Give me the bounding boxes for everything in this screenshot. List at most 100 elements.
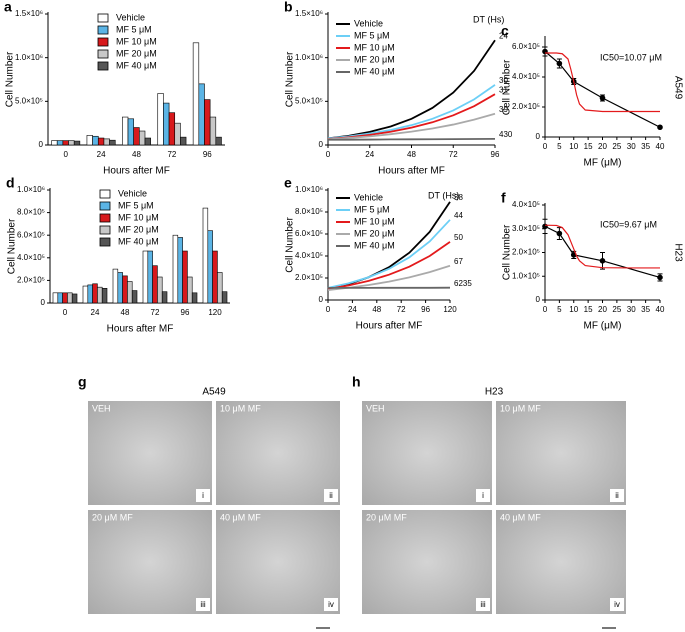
legend-swatch	[97, 13, 109, 23]
tile-numeral: i	[202, 491, 204, 500]
legend-swatch	[99, 237, 111, 247]
bar	[209, 116, 217, 146]
y-tick-label: 0	[536, 132, 541, 141]
tile-numeral: iv	[328, 600, 334, 609]
x-tick-label: 10	[569, 142, 578, 151]
bar	[112, 268, 119, 304]
bar	[152, 265, 158, 304]
bar	[207, 230, 213, 304]
legend-label: MF 40 μM	[354, 66, 395, 76]
bar	[62, 140, 69, 146]
legend-label: MF 20 μM	[118, 224, 159, 234]
bar	[109, 139, 116, 146]
bar	[147, 250, 153, 304]
x-tick-label: 48	[132, 150, 141, 159]
annotation: IC50=10.07 μM	[600, 52, 662, 62]
x-tick-label: 25	[612, 142, 621, 151]
legend-label: MF 20 μM	[116, 48, 157, 58]
y-axis-label: Cell Number	[7, 218, 18, 274]
y-tick-label: 0	[536, 295, 541, 304]
numeral-box	[324, 489, 338, 502]
bar	[191, 292, 198, 304]
tile-numeral: i	[482, 491, 484, 500]
y-tick-label: 4.0×10⁵	[295, 251, 323, 260]
bar	[144, 137, 151, 146]
numeral-box	[610, 489, 624, 502]
panel-letter: h	[352, 374, 361, 390]
x-tick-label: 72	[151, 308, 160, 317]
micrograph	[496, 401, 626, 505]
x-tick-label: 96	[491, 150, 500, 159]
legend-label: MF 5 μM	[354, 30, 390, 40]
end-label: 31	[499, 85, 508, 94]
x-tick-label: 40	[656, 305, 665, 314]
end-label: 6235	[454, 279, 472, 288]
legend-label: MF 10 μM	[116, 36, 157, 46]
x-tick-label: 0	[326, 305, 331, 314]
bar	[71, 293, 78, 304]
x-tick-label: 120	[443, 305, 457, 314]
x-tick-label: 24	[97, 150, 106, 159]
bar	[204, 99, 211, 146]
line	[327, 241, 451, 290]
micrograph	[216, 401, 340, 505]
legend-label: Vehicle	[354, 18, 383, 28]
bar	[163, 102, 170, 146]
tile-label: 10 μM MF	[220, 403, 261, 413]
y-tick-label: 6.0×10⁵	[17, 230, 45, 239]
x-tick-label: 48	[372, 305, 381, 314]
numeral-box	[476, 598, 490, 611]
y-axis-label: Cell Number	[5, 51, 16, 107]
x-tick-label: 0	[326, 150, 331, 159]
point	[556, 60, 563, 67]
x-tick-label: 20	[598, 305, 607, 314]
y-axis-label: Cell Number	[285, 51, 296, 107]
panel-letter: d	[6, 175, 15, 191]
bar	[92, 283, 98, 304]
y-tick-label: 5.0×10⁵	[295, 96, 323, 105]
y-tick-label: 2.0×10⁵	[512, 248, 540, 257]
bar	[161, 291, 168, 304]
side-label: H23	[672, 243, 683, 262]
x-axis-label: Hours after MF	[103, 166, 170, 177]
legend-swatch	[97, 37, 109, 47]
tile-numeral: iii	[480, 600, 486, 609]
legend-swatch	[97, 49, 109, 59]
y-tick-label: 0	[319, 140, 324, 149]
line	[327, 84, 496, 140]
tile-label: 40 μM MF	[500, 512, 541, 522]
x-tick-label: 15	[584, 142, 593, 151]
y-tick-label: 8.0×10⁵	[295, 207, 323, 216]
panel-title: H23	[485, 387, 504, 398]
bar	[177, 237, 183, 304]
x-tick-label: 0	[63, 308, 68, 317]
end-label: 50	[454, 233, 463, 242]
numeral-box	[476, 489, 490, 502]
tile-label: 40 μM MF	[220, 512, 261, 522]
micrograph	[496, 510, 626, 614]
y-tick-label: 8.0×10⁵	[17, 208, 45, 217]
panel-letter: e	[284, 175, 292, 191]
bar	[101, 288, 108, 304]
point	[599, 95, 606, 101]
bar	[68, 140, 75, 146]
bar	[157, 276, 163, 304]
micrograph	[88, 401, 212, 505]
side-label: A549	[672, 76, 683, 100]
legend-label: MF 5 μM	[354, 204, 390, 214]
legend-label: MF 5 μM	[116, 24, 152, 34]
legend-swatch	[97, 25, 109, 35]
legend-swatch	[99, 201, 111, 211]
bar	[56, 140, 64, 146]
x-tick-label: 96	[421, 305, 430, 314]
x-tick-label: 96	[181, 308, 190, 317]
x-axis-label: MF (μM)	[584, 158, 622, 169]
x-tick-label: 48	[121, 308, 130, 317]
panel-letter: b	[284, 0, 293, 15]
y-tick-label: 2.0×10⁵	[295, 273, 323, 282]
legend-label: Vehicle	[354, 192, 383, 202]
micrograph	[362, 510, 492, 614]
y-tick-label: 1.0×10⁵	[512, 271, 540, 280]
x-tick-label: 72	[167, 150, 176, 159]
